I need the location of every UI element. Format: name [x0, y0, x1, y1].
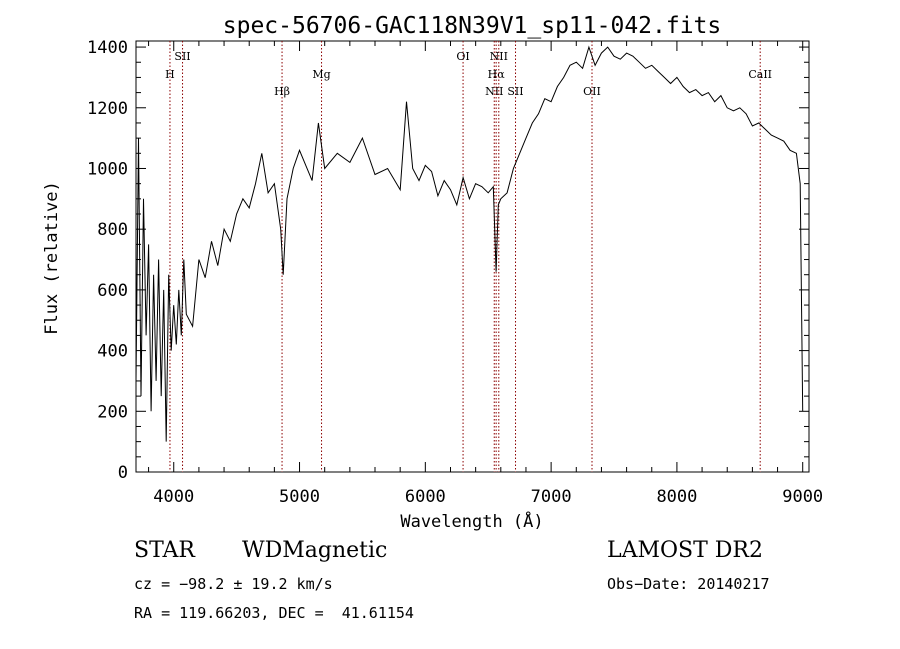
spectral-line-label: Hα [488, 68, 506, 81]
x-tick-label: 5000 [279, 487, 320, 507]
spectral-line-label: OI [456, 50, 469, 63]
redshift-velocity: cz = −98.2 ± 19.2 km/s [134, 575, 333, 593]
x-tick-label: 7000 [531, 487, 572, 507]
axis-ticks: 4000 5000 6000 7000 8000 9000 0 200 400 600 800 100… [87, 38, 823, 507]
x-tick-label: 4000 [153, 487, 194, 507]
y-tick-label: 800 [97, 220, 128, 240]
spectral-line-label: SII [174, 50, 190, 63]
plot-frame [135, 40, 810, 473]
spectral-line-label: NII [485, 85, 503, 98]
y-tick-label: 200 [97, 402, 128, 422]
y-tick-label: 400 [97, 342, 128, 362]
y-tick-label: 1400 [87, 38, 128, 58]
spectral-line-markers: H SII Hβ Mg OI NII Hα NII SII OII CaII [165, 41, 772, 472]
y-tick-label: 0 [118, 463, 128, 483]
survey-name: LAMOST DR2 [607, 538, 763, 563]
x-axis-label: Wavelength (Å) [400, 510, 543, 532]
x-tick-label: 6000 [405, 487, 446, 507]
y-tick-label: 1200 [87, 99, 128, 119]
spectrum-line [135, 45, 804, 442]
object-subclass: WDMagnetic [242, 538, 388, 563]
y-axis-label: Flux (relative) [42, 181, 62, 335]
observation-date: Obs−Date: 20140217 [607, 575, 770, 593]
y-tick-label: 1000 [87, 159, 128, 179]
spectral-line-label: SII [507, 85, 523, 98]
spectral-line-label: Hβ [274, 85, 290, 98]
spectral-line-label: H [165, 68, 175, 81]
chart-title: spec-56706-GAC118N39V1_sp11-042.fits [223, 13, 722, 39]
spectral-line-label: CaII [748, 68, 772, 81]
x-tick-label: 8000 [656, 487, 697, 507]
spectral-line-label: NII [490, 50, 508, 63]
spectral-line-label: Mg [312, 68, 330, 81]
spectral-line-label: OII [583, 85, 601, 98]
x-tick-label: 9000 [782, 487, 823, 507]
y-tick-label: 600 [97, 281, 128, 301]
object-class: STAR [134, 538, 195, 563]
sky-coordinates: RA = 119.66203, DEC = 41.61154 [134, 604, 414, 622]
